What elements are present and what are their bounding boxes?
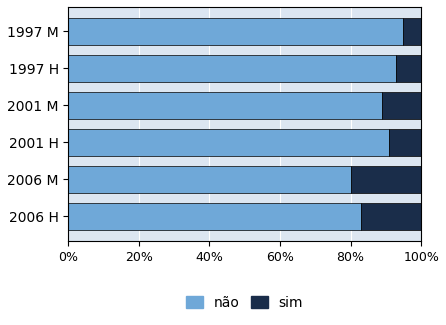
Bar bbox=[361, 202, 421, 230]
Bar bbox=[351, 165, 421, 193]
Bar bbox=[68, 165, 351, 193]
Bar bbox=[389, 129, 421, 156]
Bar bbox=[404, 18, 421, 45]
Bar bbox=[396, 55, 421, 82]
Bar bbox=[382, 92, 421, 119]
Bar bbox=[68, 55, 396, 82]
Bar bbox=[68, 92, 382, 119]
Bar bbox=[68, 129, 389, 156]
Legend: não, sim: não, sim bbox=[181, 290, 309, 315]
Bar bbox=[68, 202, 361, 230]
Bar bbox=[68, 18, 404, 45]
